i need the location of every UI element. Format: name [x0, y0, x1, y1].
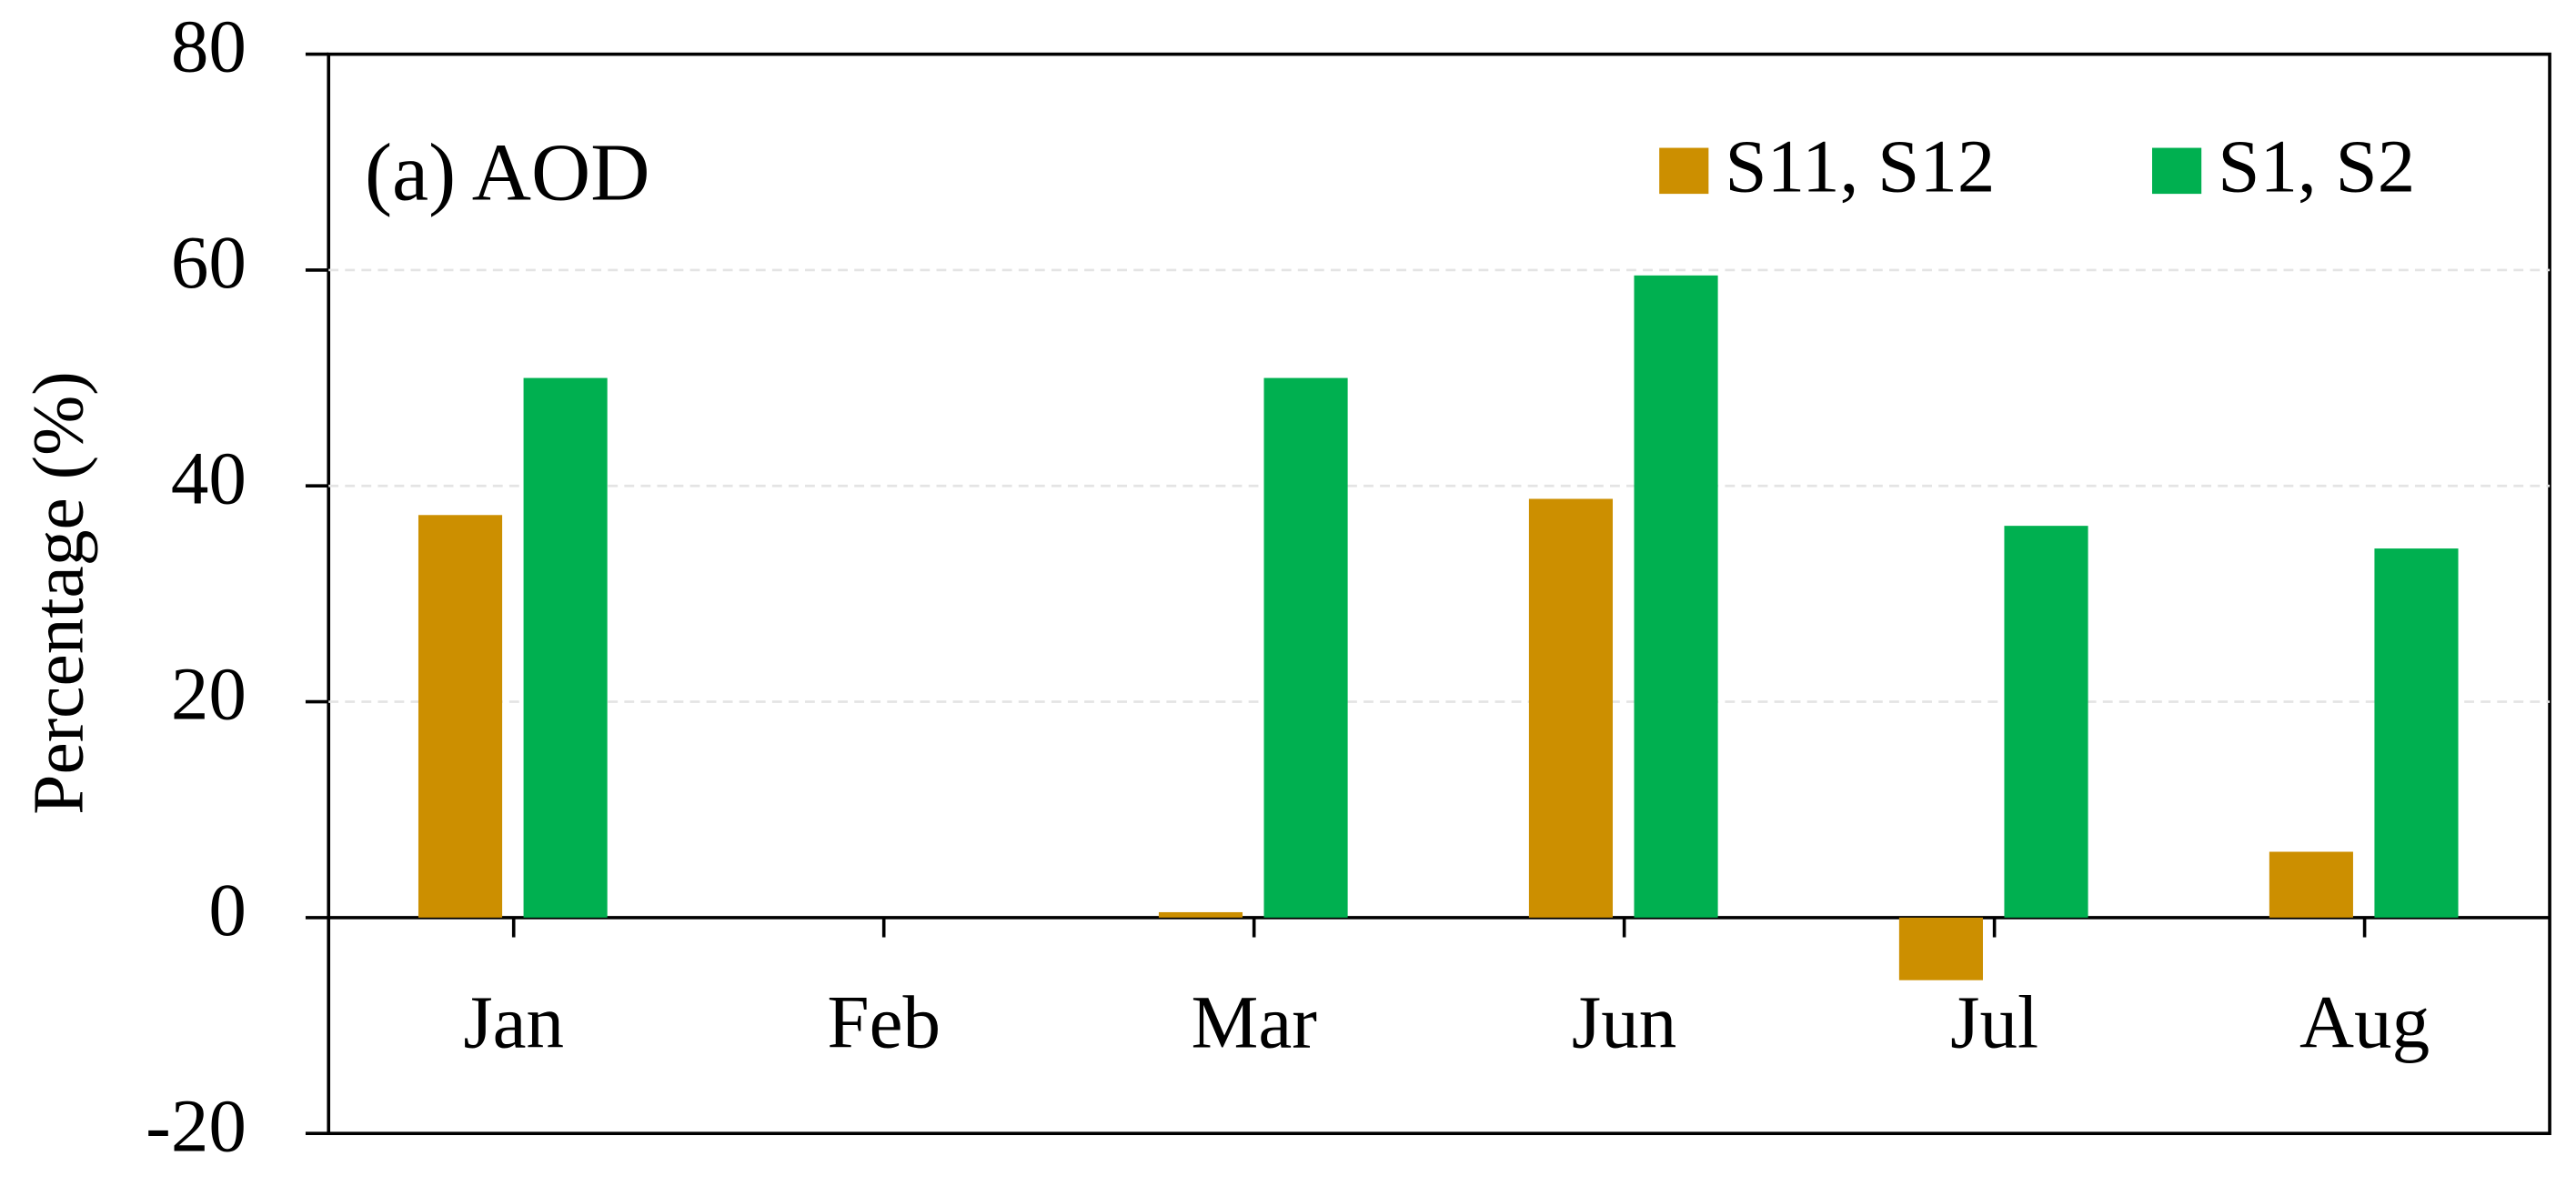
x-tick-label: Jan — [463, 980, 564, 1063]
bar — [2004, 526, 2088, 918]
y-tick-label: 80 — [171, 5, 247, 88]
x-tick-label: Feb — [827, 980, 941, 1063]
legend-label: S11, S12 — [1725, 125, 1995, 208]
y-tick-label: 20 — [171, 652, 247, 736]
annotation: (a) AOD — [365, 126, 649, 217]
y-tick-label: 0 — [208, 868, 247, 951]
bar — [418, 515, 503, 918]
legend-swatch — [2152, 147, 2202, 195]
x-tick-label: Aug — [2299, 980, 2430, 1063]
x-tick-label: Mar — [1191, 980, 1316, 1063]
x-tick-label: Jul — [1950, 980, 2038, 1063]
plot-frame — [327, 52, 2551, 1136]
bar — [1528, 498, 1614, 918]
y-axis-label: Percentage (%) — [19, 371, 99, 814]
bar — [1898, 917, 1983, 980]
x-tick-label: Jun — [1572, 980, 1676, 1063]
legend-label: S1, S2 — [2218, 125, 2415, 208]
bar — [1634, 275, 1718, 918]
bar — [2269, 851, 2353, 918]
legend-swatch — [1659, 147, 1709, 195]
bar — [1263, 377, 1348, 918]
bar — [2374, 548, 2459, 918]
y-tick-label: 60 — [171, 220, 247, 304]
y-tick-label: 40 — [171, 436, 247, 519]
y-tick-label: -20 — [146, 1083, 247, 1167]
bar — [1158, 911, 1243, 918]
bar — [523, 377, 608, 918]
